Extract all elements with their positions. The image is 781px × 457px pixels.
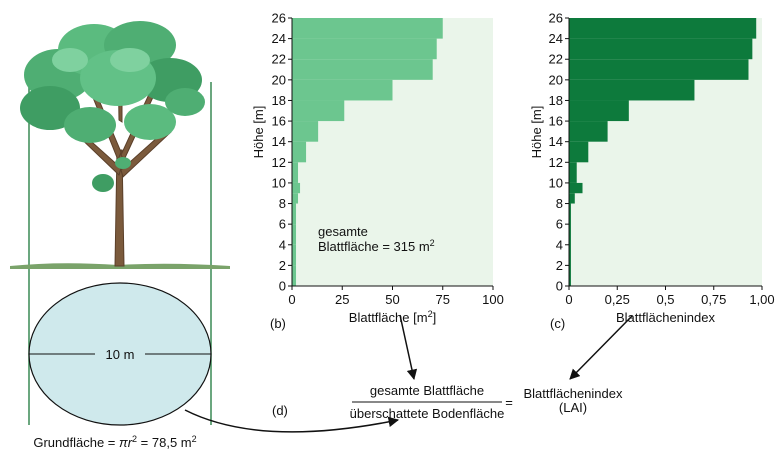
chart-b-y-tick-label: 6 bbox=[279, 217, 286, 232]
chart-c-y-tick-label: 20 bbox=[549, 72, 563, 87]
chart-c-bar bbox=[569, 193, 575, 204]
chart-b-bar bbox=[292, 141, 307, 163]
chart-b-bar bbox=[292, 38, 437, 60]
chart-c-x-tick-label: 0,75 bbox=[701, 292, 726, 307]
chart-c-x-tick-label: 1,00 bbox=[749, 292, 774, 307]
chart-c-y-tick-label: 18 bbox=[549, 93, 563, 108]
chart-b-annotation-line1: gesamte bbox=[318, 224, 368, 239]
arrow-c-to-result bbox=[569, 315, 633, 380]
diameter-label: 10 m bbox=[106, 347, 135, 362]
chart-b-bar bbox=[292, 224, 297, 245]
equation-denominator: überschattete Bodenfläche bbox=[350, 406, 505, 421]
chart-b-y-tick-label: 20 bbox=[272, 72, 286, 87]
chart-b-y-tick-label: 16 bbox=[272, 114, 286, 129]
chart-c-y-tick-label: 0 bbox=[556, 279, 563, 294]
chart-c-y-tick-label: 24 bbox=[549, 31, 563, 46]
chart-c-y-tick-label: 8 bbox=[556, 196, 563, 211]
chart-c-y-tick-label: 6 bbox=[556, 217, 563, 232]
chart-b-y-tick-label: 4 bbox=[279, 237, 286, 252]
chart-c-bar bbox=[569, 38, 753, 60]
chart-b-bar bbox=[292, 18, 443, 39]
chart-b-y-tick-label: 2 bbox=[279, 258, 286, 273]
chart-c-bar bbox=[569, 182, 583, 194]
chart-b-bar bbox=[292, 182, 301, 194]
arrow-b-to-numerator bbox=[399, 314, 418, 381]
chart-b-y-tick-label: 0 bbox=[279, 279, 286, 294]
chart-b-y-axis-label: Höhe [m] bbox=[251, 106, 266, 159]
equation-equals: = bbox=[505, 395, 513, 410]
chart-b-x-tick-label: 50 bbox=[385, 292, 399, 307]
chart-c-x-tick-label: 0 bbox=[565, 292, 572, 307]
chart-c-bar bbox=[569, 18, 757, 39]
chart-b-x-tick-label: 25 bbox=[335, 292, 349, 307]
chart-c-x-axis-label: Blattflächenindex bbox=[616, 310, 716, 325]
chart-c-bar bbox=[569, 79, 695, 101]
chart-c-y-tick-label: 12 bbox=[549, 155, 563, 170]
chart-c-y-tick-label: 2 bbox=[556, 258, 563, 273]
chart-c-x-tick-label: 0,5 bbox=[656, 292, 674, 307]
chart-b-y-tick-label: 14 bbox=[272, 134, 286, 149]
chart-b-panel-label: (b) bbox=[270, 316, 286, 331]
equation-result-line2: (LAI) bbox=[559, 400, 587, 415]
chart-c-y-tick-label: 10 bbox=[549, 175, 563, 190]
chart-b-x-tick-label: 0 bbox=[288, 292, 295, 307]
equation-numerator: gesamte Blattfläche bbox=[370, 383, 484, 398]
chart-b-bar bbox=[292, 244, 297, 266]
chart-c-bar bbox=[569, 141, 589, 163]
chart-b-y-tick-label: 26 bbox=[272, 11, 286, 26]
chart-b-y-tick-label: 12 bbox=[272, 155, 286, 170]
chart-c-bar bbox=[569, 203, 571, 286]
equation-panel-label: (d) bbox=[272, 403, 288, 418]
chart-c-x-tick-label: 0,25 bbox=[605, 292, 630, 307]
tree-illustration: 10 m Grundfläche = πr2 = 78,5 m2 bbox=[10, 21, 230, 450]
chart-b-bar bbox=[292, 79, 393, 101]
chart-c-y-tick-label: 16 bbox=[549, 114, 563, 129]
lai-equation: (d) gesamte Blattfläche überschattete Bo… bbox=[272, 383, 623, 421]
chart-c-y-tick-label: 26 bbox=[549, 11, 563, 26]
chart-c-y-axis-label: Höhe [m] bbox=[529, 106, 544, 159]
chart-b-bar bbox=[292, 121, 319, 142]
chart-c-bar bbox=[569, 100, 629, 122]
chart-b-bar bbox=[292, 59, 433, 80]
arrow-ground-to-denominator bbox=[184, 409, 400, 433]
chart-c-panel-label: (c) bbox=[550, 316, 565, 331]
chart-b-x-tick-label: 100 bbox=[482, 292, 504, 307]
chart-b-x-axis-label: Blattfläche [m2] bbox=[349, 309, 436, 325]
chart-b-annotation-line2: Blattfläche = 315 m2 bbox=[318, 238, 435, 254]
chart-c-bar bbox=[569, 59, 749, 80]
chart-b-y-tick-label: 10 bbox=[272, 175, 286, 190]
chart-c-y-tick-label: 4 bbox=[556, 237, 563, 252]
chart-b-y-tick-label: 22 bbox=[272, 52, 286, 67]
chart-c-y-tick-label: 14 bbox=[549, 134, 563, 149]
equation-result-line1: Blattflächenindex bbox=[523, 386, 623, 401]
chart-b-bar bbox=[292, 203, 297, 225]
chart-c-bar bbox=[569, 162, 577, 183]
chart-b-x-tick-label: 75 bbox=[436, 292, 450, 307]
chart-b-y-tick-label: 24 bbox=[272, 31, 286, 46]
tree-crown bbox=[20, 21, 205, 192]
chart-c-bar bbox=[569, 121, 608, 142]
chart-b-y-tick-label: 8 bbox=[279, 196, 286, 211]
chart-b-bar bbox=[292, 162, 299, 183]
chart-c-y-tick-label: 22 bbox=[549, 52, 563, 67]
ground-area-label: Grundfläche = πr2 = 78,5 m2 bbox=[33, 434, 196, 450]
chart-b-y-tick-label: 18 bbox=[272, 93, 286, 108]
chart-b-bar bbox=[292, 193, 299, 204]
chart-b-bar bbox=[292, 265, 297, 286]
chart-b-bar bbox=[292, 100, 345, 122]
